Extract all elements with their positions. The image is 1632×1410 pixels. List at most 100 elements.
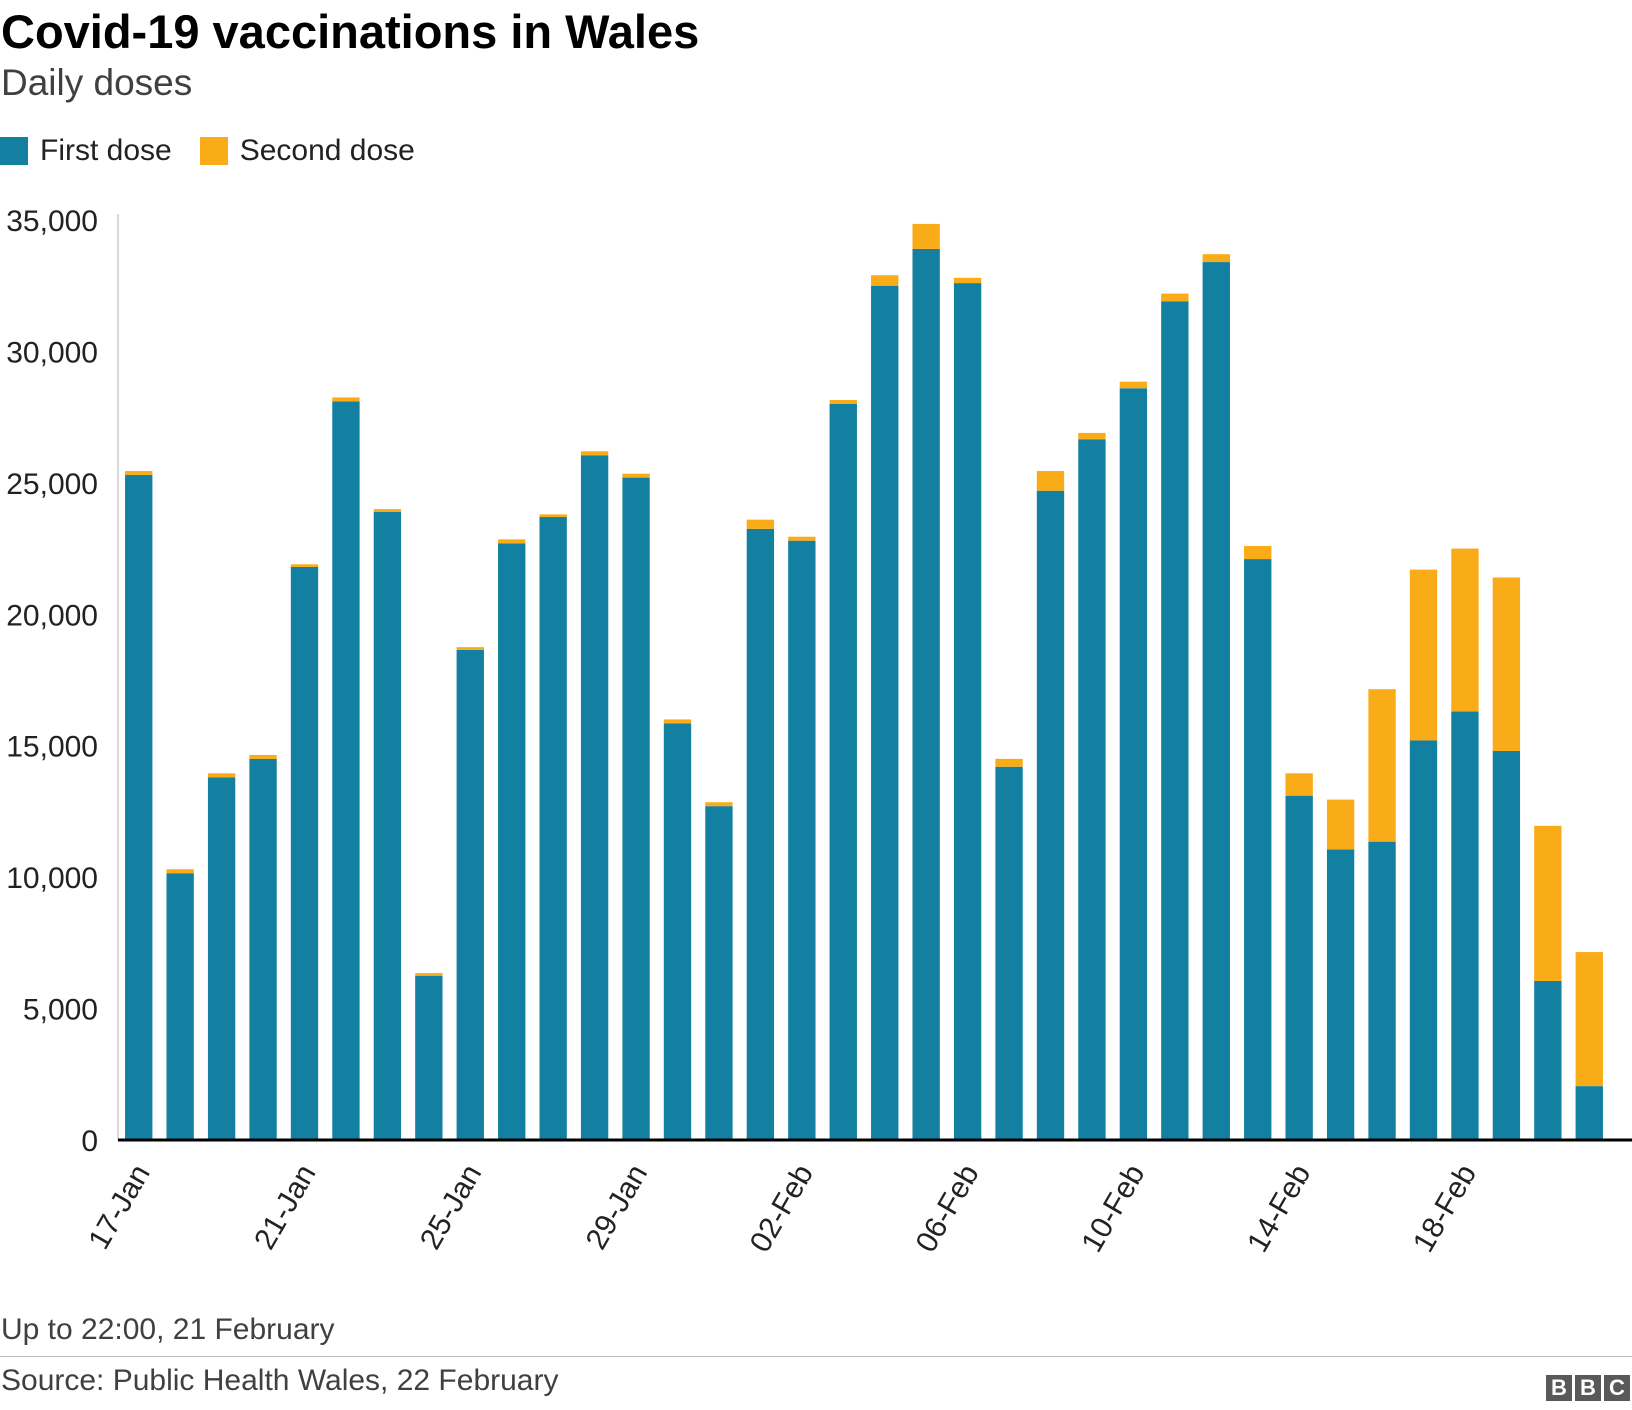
bar-first-dose	[995, 766, 1023, 1140]
bar-first-dose	[1036, 490, 1065, 1140]
bar-first-dose	[1368, 841, 1396, 1140]
legend-swatch-second-dose	[199, 137, 228, 165]
y-tick-label: 35,000	[6, 205, 98, 238]
bar-first-dose	[373, 511, 402, 1140]
bbc-logo-letter: C	[1604, 1375, 1630, 1401]
bar-second-dose	[1409, 569, 1438, 741]
x-tick-label: 25-Jan	[414, 1159, 488, 1255]
chart-source: Source: Public Health Wales, 22 February	[1, 1364, 559, 1397]
bar-second-dose	[580, 451, 609, 456]
bar-first-dose	[912, 248, 940, 1140]
bar-first-dose	[622, 477, 650, 1141]
x-tick-label: 21-Jan	[248, 1159, 322, 1255]
y-tick-label: 20,000	[6, 599, 98, 632]
bar-first-dose	[539, 517, 567, 1140]
x-tick-label: 29-Jan	[580, 1159, 654, 1255]
bar-second-dose	[207, 773, 236, 778]
y-tick-label: 25,000	[6, 468, 98, 501]
bar-first-dose	[125, 474, 153, 1141]
bar-first-dose	[1285, 795, 1313, 1140]
bar-first-dose	[705, 806, 733, 1140]
bar-first-dose	[788, 540, 816, 1140]
bar-first-dose	[1326, 849, 1355, 1140]
bar-second-dose	[1534, 825, 1562, 981]
bar-second-dose	[1326, 799, 1355, 850]
chart-footnote: Up to 22:00, 21 February	[1, 1313, 335, 1346]
bar-second-dose	[1244, 545, 1272, 560]
bar-second-dose	[249, 754, 277, 759]
legend: First dose Second dose	[0, 134, 443, 168]
bar-second-dose	[1119, 381, 1148, 389]
bar-first-dose	[1575, 1086, 1603, 1140]
x-tick-label: 06-Feb	[910, 1159, 986, 1258]
bar-first-dose	[290, 566, 319, 1140]
bar-second-dose	[995, 758, 1023, 767]
bar-second-dose	[498, 539, 526, 544]
bar-first-dose	[871, 285, 899, 1141]
legend-label-second-dose: Second dose	[239, 134, 415, 167]
x-tick-label: 02-Feb	[744, 1159, 820, 1258]
bar-second-dose	[373, 509, 402, 512]
bar-second-dose	[332, 397, 360, 402]
bar-first-dose	[456, 649, 484, 1140]
bar-second-dose	[705, 802, 733, 807]
bar-first-dose	[746, 528, 775, 1140]
bar-second-dose	[912, 223, 940, 249]
bar-first-dose	[1202, 262, 1230, 1140]
bar-first-dose	[249, 758, 277, 1140]
bar-second-dose	[746, 519, 775, 529]
bbc-logo-letter: B	[1575, 1375, 1601, 1401]
bar-first-dose	[332, 401, 360, 1140]
y-tick-label: 30,000	[6, 336, 98, 369]
x-tick-label: 14-Feb	[1241, 1159, 1317, 1258]
legend-swatch-first-dose	[0, 137, 28, 165]
bbc-logo: B B C	[1543, 1375, 1630, 1401]
bar-first-dose	[1409, 740, 1438, 1140]
footer-divider	[0, 1356, 1632, 1357]
bar-second-dose	[1078, 432, 1106, 440]
bbc-logo-letter: B	[1546, 1375, 1572, 1401]
bar-second-dose	[456, 647, 484, 650]
y-tick-label: 10,000	[6, 862, 98, 895]
bar-first-dose	[953, 283, 982, 1141]
bar-second-dose	[1161, 293, 1189, 302]
bar-first-dose	[498, 543, 526, 1140]
y-tick-label: 0	[81, 1125, 98, 1158]
bar-second-dose	[953, 277, 982, 284]
y-tick-label: 5,000	[23, 994, 98, 1027]
legend-item-second-dose: Second dose	[199, 134, 415, 168]
bar-second-dose	[871, 275, 899, 286]
bar-first-dose	[415, 975, 443, 1140]
bar-first-dose	[663, 723, 692, 1140]
bar-second-dose	[539, 514, 567, 518]
bar-first-dose	[1492, 750, 1521, 1140]
bar-second-dose	[1368, 689, 1396, 842]
bar-second-dose	[663, 719, 692, 724]
chart-subtitle: Daily doses	[1, 62, 193, 103]
chart-title: Covid-19 vaccinations in Wales	[1, 5, 700, 58]
legend-item-first-dose: First dose	[0, 134, 172, 168]
bar-second-dose	[1451, 548, 1479, 712]
bar-second-dose	[1285, 773, 1313, 796]
bar-first-dose	[829, 404, 857, 1140]
bar-second-dose	[622, 473, 650, 478]
bar-first-dose	[1119, 388, 1148, 1141]
y-tick-label: 15,000	[6, 731, 98, 764]
bar-first-dose	[1451, 711, 1479, 1140]
bar-first-dose	[166, 873, 194, 1140]
legend-label-first-dose: First dose	[40, 134, 172, 167]
x-tick-label: 18-Feb	[1407, 1159, 1483, 1258]
bar-second-dose	[788, 536, 816, 541]
bar-first-dose	[580, 455, 609, 1140]
x-tick-label: 17-Jan	[82, 1159, 156, 1255]
bar-second-dose	[1575, 952, 1603, 1087]
bar-first-dose	[1534, 980, 1562, 1140]
bar-second-dose	[1492, 577, 1521, 751]
bar-first-dose	[1244, 559, 1272, 1140]
bar-second-dose	[1202, 254, 1230, 263]
bar-first-dose	[1078, 439, 1106, 1140]
bar-second-dose	[290, 564, 319, 567]
bar-second-dose	[1036, 471, 1065, 491]
bar-second-dose	[415, 973, 443, 976]
chart-plot: 0 5,000 10,000 15,000 20,000 25,000 30,000 35,0…	[6, 205, 1632, 1258]
